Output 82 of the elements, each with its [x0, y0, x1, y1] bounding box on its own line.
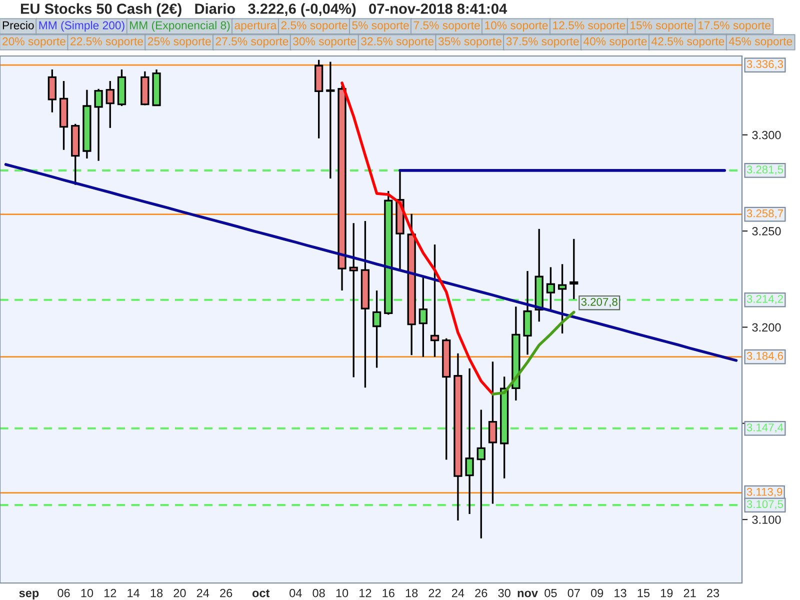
x-tick-label: 30	[498, 588, 510, 598]
x-tick-label: 18	[150, 588, 163, 598]
candlestick	[465, 368, 474, 515]
ref-line-label: 3.184,6	[746, 352, 784, 362]
candlestick	[430, 244, 440, 358]
x-tick-label: 05	[544, 588, 557, 598]
x-tick-label: 22	[428, 588, 441, 598]
candlestick	[418, 274, 428, 358]
ref-line-label: 3.147,4	[746, 423, 784, 433]
x-tick-label: 24	[452, 588, 464, 598]
x-tick-label: 09	[590, 588, 604, 598]
ref-line-label: 3.258,7	[746, 209, 783, 219]
candlestick	[570, 238, 578, 300]
candlestick	[546, 266, 556, 312]
candlestick	[94, 88, 103, 162]
x-tick-label: 04	[290, 588, 302, 598]
text: 32.5% soporte	[361, 37, 434, 48]
text: 15% soporte	[630, 21, 694, 32]
y-tick-label: 3.250	[752, 227, 781, 236]
text: 40% soporte	[584, 37, 647, 48]
text: 35% soporte	[438, 37, 502, 48]
x-tick-label: 07	[568, 588, 580, 598]
text: 45% soporte	[728, 37, 792, 48]
x-tick-label: 08	[312, 588, 325, 598]
chart-title: EU Stocks 50 Cash (2€) Diario 3.222,6 (-0,04%) 07-nov-2018 8:41:04	[20, 3, 508, 17]
text: 17.5% soporte	[698, 21, 770, 32]
line-series	[491, 310, 576, 396]
text: 22.5% soporte	[70, 37, 143, 48]
line-series	[4, 163, 738, 362]
x-tick-label: oct	[252, 589, 270, 598]
candlestick	[558, 263, 567, 334]
text: 20% soporte	[2, 37, 66, 48]
candlestick	[326, 60, 335, 180]
x-tick-label: 26	[475, 588, 488, 598]
x-tick-label: 19	[660, 588, 673, 598]
data-label: 3.207,8	[581, 298, 618, 308]
text: apertura	[234, 22, 277, 32]
ref-line-label: 3.214,2	[746, 294, 783, 304]
text: 27.5% soporte	[216, 37, 288, 48]
text: 12.5% soporte	[553, 21, 626, 32]
x-tick-label: 13	[614, 588, 626, 598]
x-tick-label: 10	[81, 588, 94, 598]
text: Precio	[2, 21, 34, 30]
candlestick	[106, 80, 114, 129]
text: 5% soporte	[352, 21, 409, 32]
ref-line-label: 3.113,9	[746, 488, 782, 498]
candlestick	[48, 68, 56, 114]
y-tick-label: 3.200	[752, 323, 781, 332]
x-tick-label: nov	[518, 590, 538, 598]
y-tick-label: 3.300	[752, 130, 781, 140]
text: 7.5% soporte	[414, 21, 480, 32]
x-tick-label: 18	[406, 588, 418, 598]
text: 42.5% soporte	[652, 37, 724, 48]
line-series	[340, 82, 494, 396]
x-tick-label: 21	[684, 588, 696, 598]
ref-line-label: 3.107,5	[746, 500, 784, 510]
text: MM (Exponencial 8)	[130, 21, 230, 32]
x-tick-label: 20	[174, 588, 186, 598]
x-tick-label: 16	[382, 588, 394, 598]
x-tick-label: 12	[104, 588, 116, 598]
text: 10% soporte	[485, 21, 548, 32]
candlestick	[476, 408, 486, 540]
text: 37.5% soporte	[506, 37, 579, 48]
x-tick-label: sep	[19, 590, 39, 600]
x-tick-label: 12	[360, 588, 372, 598]
text: 30% soporte	[293, 37, 356, 48]
x-tick-label: 26	[220, 588, 232, 598]
x-tick-label: 23	[707, 588, 720, 598]
text: 25% soporte	[148, 37, 211, 48]
x-tick-label: 14	[128, 588, 140, 598]
x-tick-label: 10	[336, 588, 348, 598]
text: MM (Simple 200)	[39, 21, 124, 32]
text: 2.5% soporte	[281, 21, 348, 32]
candlestick	[349, 222, 358, 378]
y-tick-label: 3.100	[752, 516, 781, 524]
x-tick-label: 24	[196, 588, 210, 598]
x-tick-label: 15	[638, 588, 650, 598]
candlestick	[488, 360, 498, 505]
candlestick	[372, 290, 382, 369]
x-tick-label: 06	[58, 588, 70, 598]
ref-line-label: 3.336,3	[746, 60, 784, 70]
ref-line-label: 3.281,5	[746, 166, 784, 175]
